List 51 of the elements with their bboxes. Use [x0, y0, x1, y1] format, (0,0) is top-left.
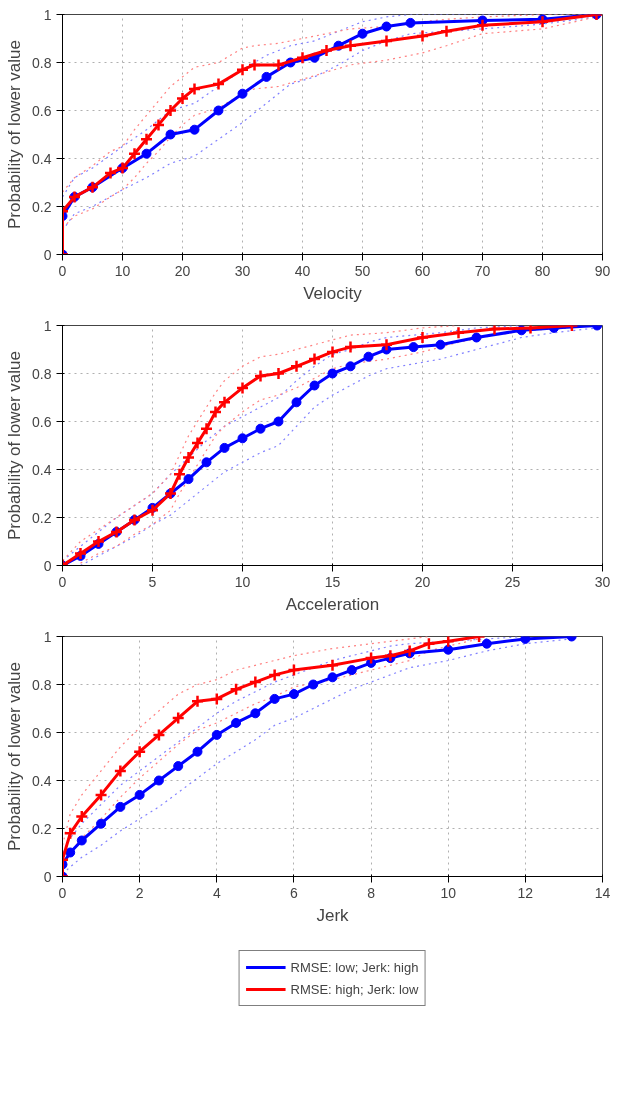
legend-label: RMSE: low; Jerk: high — [290, 959, 419, 975]
x-tick-label: 40 — [294, 262, 311, 279]
y-tick-label: 0 — [43, 557, 52, 574]
y-tick-label: 0 — [43, 868, 52, 885]
y-axis-title: Probability of lower value — [5, 40, 25, 229]
x-tick-label: 20 — [174, 262, 191, 279]
x-axis-title: Acceleration — [285, 594, 380, 614]
y-tick-label: 0.2 — [32, 820, 52, 837]
x-tick-label: 0 — [58, 573, 67, 590]
y-tick-label: 0.6 — [32, 413, 52, 430]
x-tick-label: 8 — [367, 884, 376, 901]
y-tick-label: 1 — [43, 6, 52, 23]
x-tick-label: 0 — [58, 262, 67, 279]
y-tick-label: 0.8 — [32, 54, 52, 71]
x-tick-label: 4 — [212, 884, 221, 901]
y-tick-label: 1 — [43, 317, 52, 334]
x-tick-label: 20 — [414, 573, 431, 590]
x-tick-label: 60 — [414, 262, 431, 279]
x-tick-label: 5 — [148, 573, 157, 590]
x-tick-label: 90 — [594, 262, 611, 279]
x-tick-label: 12 — [517, 884, 534, 901]
y-tick-label: 0.2 — [32, 509, 52, 526]
legend-label: RMSE: high; Jerk: low — [290, 981, 419, 997]
y-tick-label: 0.6 — [32, 724, 52, 741]
x-tick-label: 25 — [504, 573, 521, 590]
x-tick-label: 2 — [135, 884, 144, 901]
y-tick-label: 0.8 — [32, 676, 52, 693]
x-tick-label: 15 — [324, 573, 341, 590]
x-tick-label: 50 — [354, 262, 371, 279]
y-axis-title: Probability of lower value — [5, 662, 25, 851]
y-axis-title: Probability of lower value — [5, 351, 25, 540]
y-tick-label: 0.2 — [32, 198, 52, 215]
x-axis-title: Velocity — [303, 283, 363, 303]
x-tick-label: 6 — [290, 884, 299, 901]
x-tick-label: 70 — [474, 262, 491, 279]
y-tick-label: 0.6 — [32, 102, 52, 119]
y-tick-label: 0.4 — [32, 772, 52, 789]
x-tick-label: 10 — [440, 884, 457, 901]
x-tick-label: 10 — [114, 262, 131, 279]
y-tick-label: 0.8 — [32, 365, 52, 382]
x-tick-label: 0 — [58, 884, 67, 901]
y-tick-label: 1 — [43, 628, 52, 645]
x-axis-title: Jerk — [316, 905, 350, 925]
x-tick-label: 10 — [234, 573, 251, 590]
y-tick-label: 0.4 — [32, 461, 52, 478]
x-tick-label: 30 — [594, 573, 611, 590]
x-tick-label: 80 — [534, 262, 551, 279]
x-tick-label: 30 — [234, 262, 251, 279]
y-tick-label: 0 — [43, 246, 52, 263]
y-tick-label: 0.4 — [32, 150, 52, 167]
x-tick-label: 14 — [594, 884, 611, 901]
